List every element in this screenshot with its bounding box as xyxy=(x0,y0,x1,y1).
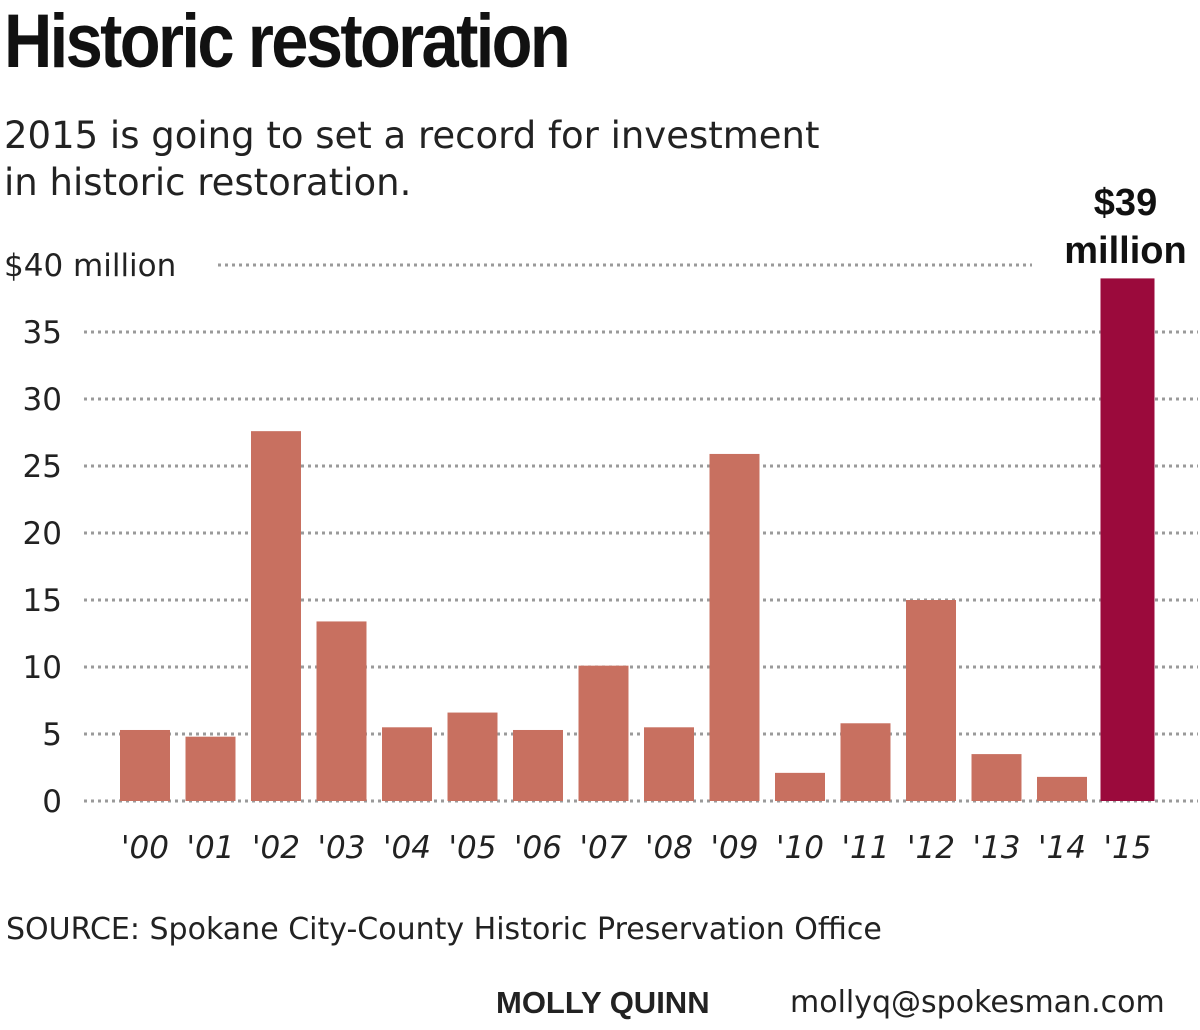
x-tick-label: '04 xyxy=(383,830,431,866)
bar-y06 xyxy=(513,729,563,801)
y-tick-label: 5 xyxy=(42,717,62,753)
bar-y07 xyxy=(578,665,629,801)
x-tick-label: '00 xyxy=(121,830,169,866)
x-tick-label: '15 xyxy=(1104,830,1152,866)
bar-y10 xyxy=(775,772,825,801)
y-tick-label: 35 xyxy=(23,315,62,351)
x-tick-label: '06 xyxy=(514,830,562,866)
source-note: SOURCE: Spokane City-County Historic Pre… xyxy=(6,912,882,947)
x-tick-label: '13 xyxy=(973,830,1021,866)
bar-y08 xyxy=(644,727,694,801)
credit-email: mollyq@spokesman.com xyxy=(790,985,1165,1020)
y-tick-label: $40 million xyxy=(4,248,176,284)
x-tick-label: '10 xyxy=(776,830,824,866)
x-tick-label: '12 xyxy=(907,830,955,866)
y-tick-label: 10 xyxy=(23,650,62,686)
bar-y02 xyxy=(251,431,301,801)
bar-y03 xyxy=(316,621,367,801)
x-tick-label: '08 xyxy=(645,830,693,866)
bar-y00 xyxy=(120,729,170,801)
y-tick-label: 20 xyxy=(23,516,62,552)
y-tick-label: 25 xyxy=(23,449,62,485)
x-tick-label: '07 xyxy=(580,830,628,866)
bar-y05 xyxy=(447,712,498,801)
x-tick-label: '11 xyxy=(842,830,890,866)
bar-y15 xyxy=(1100,278,1155,801)
bar-y11 xyxy=(840,723,891,801)
y-tick-label: 30 xyxy=(23,382,62,418)
chart-title: Historic restoration xyxy=(4,0,571,84)
bar-chart: 0 5 10 15 20 25 30 35 $40 million '00 '01 '02 '03 '04… xyxy=(4,182,1198,866)
x-tick-label: '14 xyxy=(1038,830,1086,866)
x-tick-label: '05 xyxy=(449,830,497,866)
highlight-data-label: $39 xyxy=(1094,182,1157,224)
bar-y13 xyxy=(971,754,1022,801)
x-tick-label: '01 xyxy=(187,830,235,866)
highlight-data-label: million xyxy=(1064,230,1186,272)
credit-name: MOLLY QUINN xyxy=(496,985,710,1020)
bar-y09 xyxy=(709,453,760,801)
chart-subtitle: 2015 is going to set a record for invest… xyxy=(4,114,820,204)
bar-y04 xyxy=(382,727,432,801)
x-tick-label: '09 xyxy=(711,830,759,866)
bar-y01 xyxy=(185,736,236,801)
x-tick-label: '02 xyxy=(252,830,300,866)
x-tick-label: '03 xyxy=(318,830,366,866)
bar-y12 xyxy=(906,600,956,801)
y-tick-label: 0 xyxy=(42,784,62,820)
bar-y14 xyxy=(1037,776,1087,801)
y-tick-label: 15 xyxy=(23,583,62,619)
